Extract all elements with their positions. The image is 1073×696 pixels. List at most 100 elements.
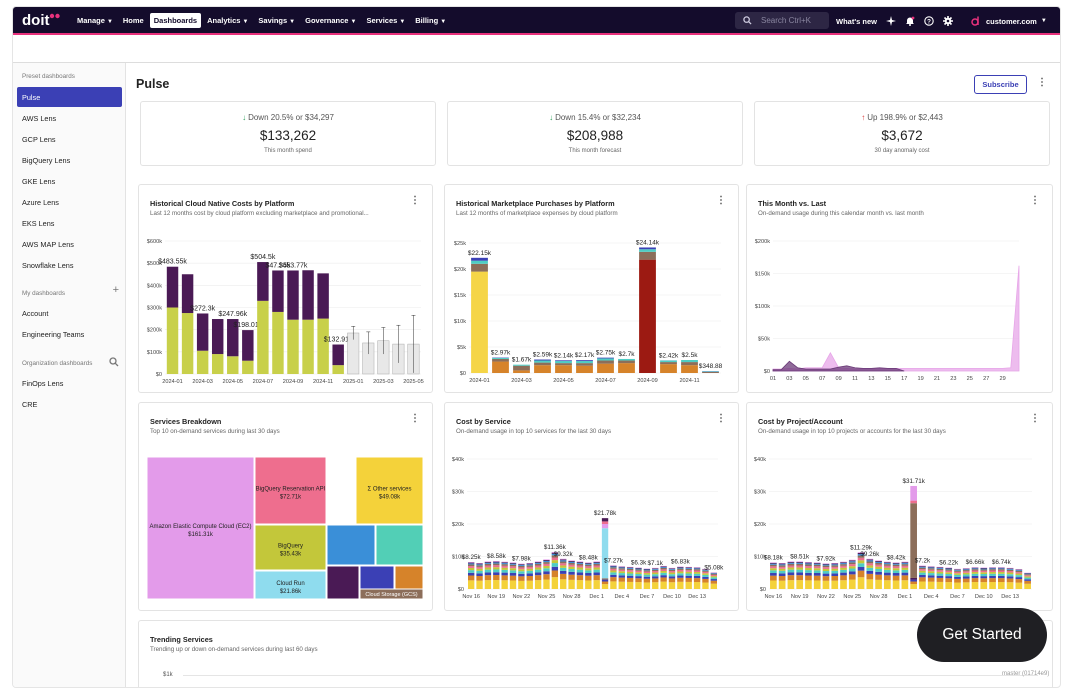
bar-segment[interactable] bbox=[685, 581, 692, 589]
bar-segment[interactable] bbox=[560, 559, 567, 561]
bar-segment[interactable] bbox=[585, 580, 592, 589]
bar-segment[interactable] bbox=[677, 571, 684, 574]
bar-segment[interactable] bbox=[962, 572, 970, 575]
bar-segment[interactable] bbox=[857, 570, 865, 578]
bar-segment[interactable] bbox=[302, 270, 314, 320]
bar-segment[interactable] bbox=[272, 311, 284, 374]
bar-segment[interactable] bbox=[652, 569, 659, 572]
bar-segment[interactable] bbox=[778, 576, 786, 581]
bar-segment[interactable] bbox=[936, 575, 944, 578]
bar-segment[interactable] bbox=[668, 582, 676, 589]
bar-segment[interactable] bbox=[778, 570, 786, 574]
treemap-cell[interactable] bbox=[326, 524, 376, 566]
bar-segment[interactable] bbox=[555, 363, 572, 366]
bar-segment[interactable] bbox=[534, 561, 542, 563]
bar-segment[interactable] bbox=[626, 575, 634, 578]
bar-segment[interactable] bbox=[954, 574, 961, 577]
bar-segment[interactable] bbox=[805, 570, 812, 573]
bar-segment[interactable] bbox=[954, 576, 961, 579]
bar-segment[interactable] bbox=[840, 567, 847, 570]
bar-segment[interactable] bbox=[778, 563, 786, 565]
bar-segment[interactable] bbox=[989, 569, 996, 571]
bar-segment[interactable] bbox=[568, 579, 575, 589]
bar-segment[interactable] bbox=[585, 566, 592, 569]
bar-segment[interactable] bbox=[822, 563, 830, 565]
bar-segment[interactable] bbox=[660, 364, 677, 373]
bar-segment[interactable] bbox=[468, 567, 475, 571]
bar-segment[interactable] bbox=[980, 569, 988, 571]
bar-segment[interactable] bbox=[317, 273, 329, 319]
bar-segment[interactable] bbox=[787, 562, 795, 564]
bar-segment[interactable] bbox=[822, 573, 830, 577]
card-menu-icon[interactable]: ⋮ bbox=[410, 195, 420, 206]
bar-segment[interactable] bbox=[848, 568, 856, 572]
bar-segment[interactable] bbox=[813, 575, 821, 581]
bar-segment[interactable] bbox=[910, 579, 917, 582]
bar-segment[interactable] bbox=[884, 575, 891, 581]
bar-segment[interactable] bbox=[989, 578, 996, 583]
bar-segment[interactable] bbox=[831, 576, 839, 581]
bar-segment[interactable] bbox=[543, 568, 550, 572]
bar-segment[interactable] bbox=[962, 569, 970, 571]
bar-segment[interactable] bbox=[555, 365, 572, 373]
bar-segment[interactable] bbox=[971, 569, 979, 571]
bar-segment[interactable] bbox=[681, 362, 698, 366]
bar-segment[interactable] bbox=[901, 580, 909, 589]
bar-segment[interactable] bbox=[509, 575, 517, 581]
bar-segment[interactable] bbox=[643, 582, 651, 589]
bar-segment[interactable] bbox=[962, 582, 970, 589]
bar-segment[interactable] bbox=[526, 580, 533, 589]
bar-segment[interactable] bbox=[635, 567, 642, 569]
bar-segment[interactable] bbox=[660, 571, 667, 573]
bar-segment[interactable] bbox=[840, 562, 847, 564]
bar-segment[interactable] bbox=[560, 563, 567, 566]
bar-segment[interactable] bbox=[626, 567, 634, 569]
bar-segment[interactable] bbox=[805, 572, 812, 576]
card-menu-icon[interactable]: ⋮ bbox=[716, 413, 726, 424]
bar-segment[interactable] bbox=[476, 564, 483, 566]
bar-segment[interactable] bbox=[1006, 571, 1014, 573]
bar-segment[interactable] bbox=[492, 358, 509, 362]
bar-segment[interactable] bbox=[639, 247, 656, 250]
treemap-cell[interactable] bbox=[375, 524, 424, 566]
bar-segment[interactable] bbox=[593, 562, 600, 564]
bar-segment[interactable] bbox=[468, 572, 475, 576]
bar-segment[interactable] bbox=[668, 578, 676, 583]
bar-segment[interactable] bbox=[476, 580, 483, 589]
bar-segment[interactable] bbox=[652, 571, 659, 573]
bar-segment[interactable] bbox=[1024, 583, 1031, 589]
bar-segment[interactable] bbox=[997, 573, 1005, 576]
bar-segment[interactable] bbox=[866, 560, 874, 562]
bar-segment[interactable] bbox=[509, 573, 517, 576]
bar-segment[interactable] bbox=[652, 582, 659, 589]
bar-segment[interactable] bbox=[919, 577, 926, 582]
bar-segment[interactable] bbox=[518, 569, 525, 572]
bar-segment[interactable] bbox=[468, 562, 475, 564]
bar-segment[interactable] bbox=[576, 363, 593, 366]
bar-segment[interactable] bbox=[945, 567, 953, 569]
search-box[interactable]: Search Ctrl+K bbox=[735, 12, 829, 29]
bar-segment[interactable] bbox=[518, 580, 525, 589]
customer-switcher[interactable]: customer.com ▼ bbox=[971, 16, 1047, 26]
bar-segment[interactable] bbox=[526, 564, 533, 566]
bar-segment[interactable] bbox=[526, 563, 533, 565]
bar-segment[interactable] bbox=[710, 579, 717, 581]
nav-home[interactable]: Home bbox=[119, 13, 148, 28]
bar-segment[interactable] bbox=[997, 567, 1005, 569]
bar-segment[interactable] bbox=[796, 572, 804, 576]
bar-segment[interactable] bbox=[677, 577, 684, 582]
bar-segment[interactable] bbox=[927, 566, 935, 568]
bar-segment[interactable] bbox=[560, 567, 567, 571]
bar-segment[interactable] bbox=[910, 503, 917, 578]
bar-segment[interactable] bbox=[787, 580, 795, 589]
bar-segment[interactable] bbox=[822, 580, 830, 589]
bar-segment[interactable] bbox=[610, 565, 617, 567]
bar-segment[interactable] bbox=[626, 573, 634, 576]
bar-segment[interactable] bbox=[518, 576, 525, 581]
bar-segment[interactable] bbox=[901, 562, 909, 564]
bar-segment[interactable] bbox=[919, 574, 926, 578]
bar-segment[interactable] bbox=[534, 569, 542, 573]
bar-segment[interactable] bbox=[831, 568, 839, 571]
bar-segment[interactable] bbox=[501, 569, 508, 573]
nav-governance[interactable]: Governance ▼ bbox=[301, 13, 360, 28]
